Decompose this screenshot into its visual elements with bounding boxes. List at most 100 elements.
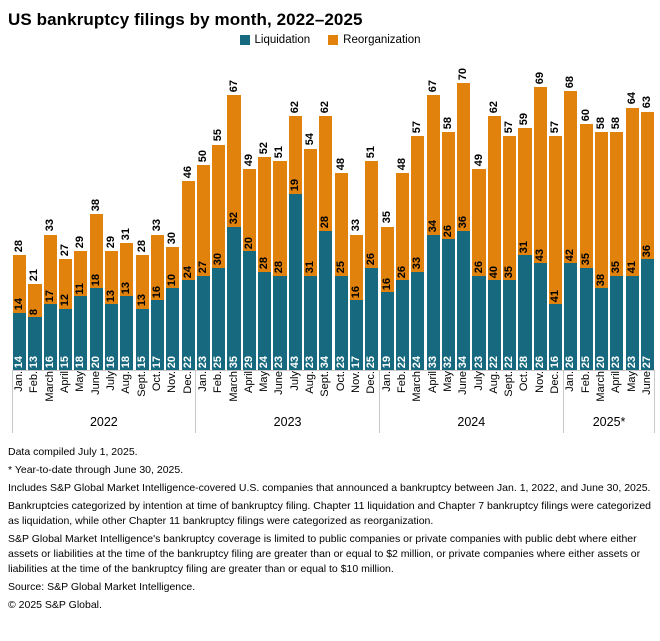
reorganization-value-label: 35 xyxy=(503,265,516,278)
stacked-bar: 18 20 xyxy=(89,214,103,370)
bar-segment-liquidation: 17 xyxy=(150,300,165,370)
stacked-bar: 24 22 xyxy=(181,181,195,370)
plot-area: 28 14 14 21 8 13 33 17 16 27 12 15 29 11 18 38 18 20 29 13 1… xyxy=(12,48,655,370)
year-separator-line xyxy=(562,371,564,433)
bar-segment-reorganization: 28 xyxy=(319,115,333,231)
bar-total-label: 27 xyxy=(59,244,72,257)
month-slot: Oct. xyxy=(150,371,165,391)
bar-segment-reorganization: 28 xyxy=(258,156,272,272)
bar-total-label: 49 xyxy=(242,153,255,167)
reorganization-value-label: 35 xyxy=(610,261,623,274)
bar-total-label: 57 xyxy=(503,121,516,134)
month-slot: Feb. xyxy=(211,371,226,393)
bar-segment-liquidation: 25 xyxy=(212,267,226,370)
stacked-bar: 31 28 xyxy=(518,128,532,370)
bar-total-label: 33 xyxy=(150,219,163,232)
month-slot: June xyxy=(272,371,287,395)
bar-total-label: 62 xyxy=(319,100,332,113)
bar-slot: 70 36 34 xyxy=(456,68,471,370)
month-slot: Sept. xyxy=(135,371,150,397)
bar-total-label: 58 xyxy=(595,116,608,130)
legend-label-reorganization: Reorganization xyxy=(343,34,421,46)
bar-slot: 49 20 29 xyxy=(242,154,257,370)
month-label: Dec. xyxy=(549,371,562,394)
bar-segment-reorganization: 43 xyxy=(533,87,547,264)
bar-slot: 27 12 15 xyxy=(58,244,73,370)
month-label: March xyxy=(595,371,608,402)
reorganization-value-label: 26 xyxy=(395,265,408,278)
month-label: May xyxy=(441,371,454,392)
month-label: March xyxy=(411,371,424,402)
month-slot: Jan. xyxy=(380,371,395,392)
bar-total-label: 29 xyxy=(74,235,87,249)
bar-slot: 52 28 24 xyxy=(257,142,272,370)
bar-slot: 50 27 23 xyxy=(196,150,211,370)
liquidation-value-label: 24 xyxy=(411,355,424,368)
bar-total-label: 52 xyxy=(258,141,271,154)
bar-slot: 62 40 22 xyxy=(487,101,502,370)
month-label: March xyxy=(227,371,240,402)
footnote-data-compiled: Data compiled July 1, 2025. xyxy=(8,446,138,458)
bar-slot: 62 28 34 xyxy=(318,101,333,370)
bar-total-label: 67 xyxy=(426,80,439,93)
liquidation-value-label: 17 xyxy=(350,355,363,368)
stacked-bar: 38 20 xyxy=(594,132,609,370)
bar-segment-reorganization: 13 xyxy=(104,251,119,305)
month-label: April xyxy=(426,371,439,394)
month-slot: May xyxy=(73,371,88,392)
bar-segment-reorganization: 35 xyxy=(579,124,593,268)
bar-segment-reorganization: 11 xyxy=(74,251,88,297)
stacked-bar: 16 17 xyxy=(349,234,364,370)
footnote-coverage-period: Includes S&P Global Market Intelligence-… xyxy=(8,482,651,494)
liquidation-value-label: 22 xyxy=(395,355,408,368)
liquidation-value-label: 25 xyxy=(212,355,225,368)
reorganization-value-label: 36 xyxy=(640,245,653,258)
source-line: Source: S&P Global Market Intelligence. xyxy=(8,581,196,593)
reorganization-value-label: 31 xyxy=(518,240,531,254)
bar-total-label: 58 xyxy=(610,116,623,130)
bar-total-label: 29 xyxy=(105,235,118,249)
bar-segment-reorganization: 20 xyxy=(242,169,256,252)
liquidation-value-label: 32 xyxy=(441,355,454,368)
stacked-bar: 25 23 xyxy=(334,173,348,370)
bar-slot: 67 32 35 xyxy=(226,80,241,370)
month-label: Feb. xyxy=(579,371,592,394)
year-labels-row: 2022 2023 2024 2025* xyxy=(12,411,655,433)
liquidation-value-label: 15 xyxy=(59,355,72,368)
bar-segment-liquidation: 23 xyxy=(304,275,318,370)
bar-segment-liquidation: 32 xyxy=(441,238,455,370)
bar-segment-reorganization: 27 xyxy=(196,165,210,276)
stacked-bar: 33 24 xyxy=(411,136,425,370)
liquidation-value-label: 22 xyxy=(487,355,500,368)
liquidation-value-label: 14 xyxy=(13,355,26,368)
month-label: Nov. xyxy=(533,371,546,393)
liquidation-value-label: 23 xyxy=(304,355,317,368)
month-slot: Sept. xyxy=(502,371,517,397)
bar-total-label: 46 xyxy=(181,166,194,179)
month-label: Sept. xyxy=(319,371,332,397)
liquidation-value-label: 18 xyxy=(120,355,133,368)
liquidation-value-label: 34 xyxy=(319,355,332,368)
bar-slot: 51 28 23 xyxy=(272,146,287,370)
bar-segment-reorganization: 33 xyxy=(411,136,425,272)
bar-segment-reorganization: 17 xyxy=(43,234,57,305)
bar-segment-reorganization: 8 xyxy=(28,283,42,317)
year-label: 2022 xyxy=(89,415,118,429)
bar-segment-reorganization: 16 xyxy=(380,226,394,293)
month-slot: Sept. xyxy=(318,371,333,397)
stacked-bar: 30 25 xyxy=(212,144,226,370)
bar-slot: 57 35 22 xyxy=(502,121,517,370)
month-slot: March xyxy=(594,371,609,402)
bar-segment-liquidation: 26 xyxy=(564,263,578,370)
reorganization-value-label: 40 xyxy=(487,265,500,278)
footnote-categorization: Bankruptcies categorized by intention at… xyxy=(8,500,652,527)
bar-slot: 38 18 20 xyxy=(89,199,104,370)
bar-segment-liquidation: 16 xyxy=(549,304,563,370)
month-slot: April xyxy=(425,371,440,393)
liquidation-value-label: 43 xyxy=(288,355,301,368)
bar-total-label: 30 xyxy=(166,231,179,244)
month-label: Feb. xyxy=(395,371,408,394)
year-label: 2025* xyxy=(592,415,626,429)
reorganization-value-label: 41 xyxy=(549,290,562,303)
bar-slot: 51 26 25 xyxy=(364,146,379,370)
